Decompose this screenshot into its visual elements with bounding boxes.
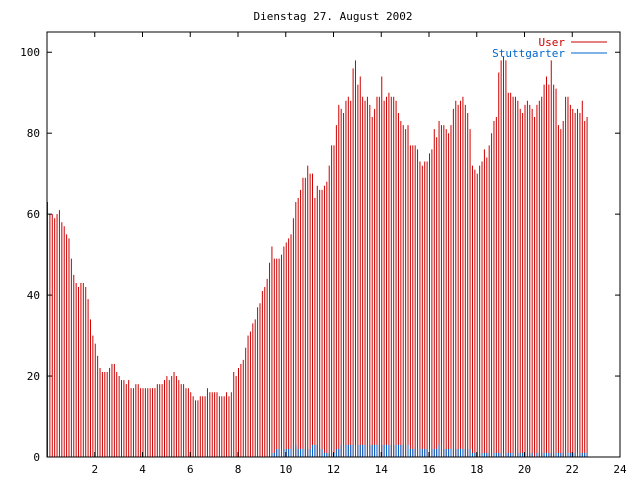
x-tick-label: 24 — [613, 463, 627, 476]
x-tick-label: 8 — [235, 463, 242, 476]
x-tick-label: 12 — [327, 463, 340, 476]
x-tick-label: 18 — [470, 463, 483, 476]
series-user-bars — [47, 56, 588, 457]
x-tick-label: 4 — [139, 463, 146, 476]
legend-label-stuttgarter: Stuttgarter — [492, 47, 565, 60]
legend-label-user: User — [539, 36, 566, 49]
y-tick-label: 0 — [33, 451, 40, 464]
y-tick-label: 100 — [20, 46, 40, 59]
x-tick-label: 16 — [422, 463, 435, 476]
chart-title: Dienstag 27. August 2002 — [254, 10, 413, 23]
y-axis: 0 20 40 60 80 100 — [20, 46, 620, 464]
y-tick-label: 60 — [27, 208, 40, 221]
x-tick-label: 22 — [566, 463, 579, 476]
y-tick-label: 80 — [27, 127, 40, 140]
x-tick-label: 6 — [187, 463, 194, 476]
x-axis: 2 4 6 8 10 12 14 16 18 20 22 24 — [91, 32, 627, 476]
x-tick-label: 10 — [279, 463, 292, 476]
y-tick-label: 20 — [27, 370, 40, 383]
x-tick-label: 2 — [91, 463, 98, 476]
legend: User Stuttgarter — [492, 36, 607, 60]
x-tick-label: 20 — [518, 463, 531, 476]
y-tick-label: 40 — [27, 289, 40, 302]
x-tick-label: 14 — [375, 463, 389, 476]
